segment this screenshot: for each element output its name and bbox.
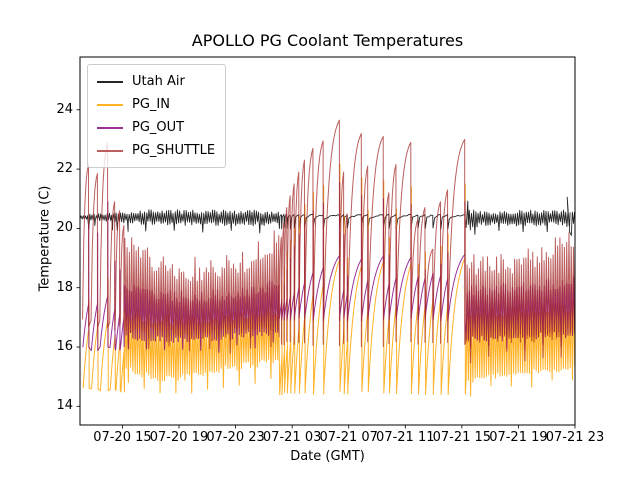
series-line-pg-in: [82, 164, 575, 397]
series-line-pg-shuttle: [82, 119, 575, 364]
series-paths: [80, 119, 575, 397]
legend-line-sample-utah-air: [97, 80, 123, 83]
legend-line-sample-pg-shuttle: [97, 149, 123, 152]
x-tick-label: 07-21 15: [432, 430, 492, 445]
x-tick-label: 07-20 15: [93, 430, 152, 445]
legend-item-utah-air: Utah Air: [97, 70, 215, 93]
chart-title: APOLLO PG Coolant Temperatures: [191, 31, 464, 50]
x-axis-label: Date (GMT): [290, 449, 365, 464]
x-tick-label: 07-20 19: [149, 430, 209, 445]
legend-item-pg-in: PG_IN: [97, 93, 215, 116]
x-tick-label: 07-21 03: [262, 430, 322, 445]
legend-label: Utah Air: [132, 74, 185, 89]
y-tick-label: 16: [56, 339, 73, 354]
legend-line-sample-pg-in: [97, 103, 123, 106]
legend-item-pg-out: PG_OUT: [97, 116, 215, 139]
axis-ticks: [76, 109, 576, 429]
axes-spines: [79, 56, 576, 426]
y-tick-label: 22: [56, 161, 73, 177]
legend-label: PG_OUT: [132, 120, 185, 135]
legend-label: PG_SHUTTLE: [132, 143, 216, 158]
legend: Utah Air PG_IN PG_OUT PG_SHUTTLE: [87, 64, 227, 168]
y-tick-label: 18: [56, 279, 73, 295]
y-tick-label: 14: [56, 398, 73, 414]
x-tick-label: 07-21 23: [545, 430, 605, 445]
x-tick-label: 07-21 19: [489, 430, 548, 445]
x-tick-label: 07-21 11: [376, 430, 435, 445]
y-tick-label: 24: [56, 101, 73, 117]
legend-label: PG_IN: [132, 97, 170, 112]
x-tick-label: 07-20 23: [206, 430, 265, 445]
legend-line-sample-pg-out: [97, 126, 123, 129]
y-tick-label: 20: [56, 220, 73, 236]
x-tick-label: 07-21 07: [319, 430, 378, 445]
legend-item-pg-shuttle: PG_SHUTTLE: [97, 139, 215, 162]
